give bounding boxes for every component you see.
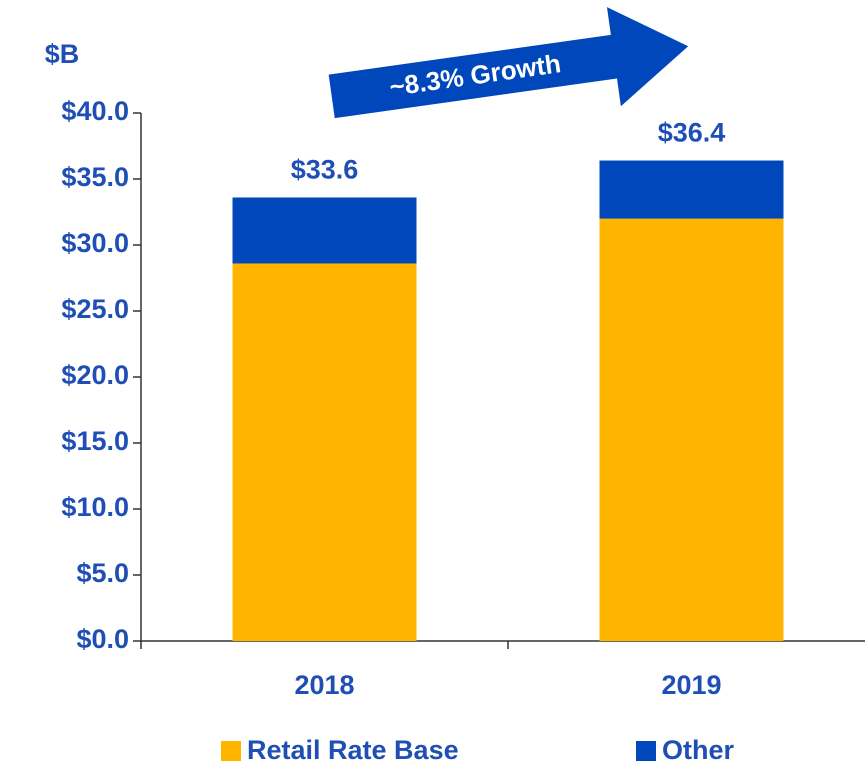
legend-label: Retail Rate Base <box>247 735 459 765</box>
bar-segment <box>599 160 784 219</box>
y-tick-label: $10.0 <box>61 492 129 522</box>
y-tick-label: $20.0 <box>61 360 129 390</box>
y-tick-label: $15.0 <box>61 426 129 456</box>
y-tick-label: $35.0 <box>61 162 129 192</box>
y-tick-label: $30.0 <box>61 228 129 258</box>
x-tick-label: 2019 <box>661 670 721 700</box>
x-tick-label: 2018 <box>294 670 354 700</box>
legend-swatch <box>221 741 241 761</box>
y-tick-label: $5.0 <box>76 558 129 588</box>
bar-segment <box>232 263 417 641</box>
bar-segment <box>599 218 784 641</box>
total-label: $36.4 <box>658 118 726 148</box>
y-axis-title: $B <box>45 39 80 69</box>
bar-segment <box>232 197 417 264</box>
arrow-shape <box>328 7 689 119</box>
y-tick-label: $0.0 <box>76 624 129 654</box>
growth-arrow: ~8.3% Growth <box>328 7 689 119</box>
y-tick-label: $25.0 <box>61 294 129 324</box>
y-tick-label: $40.0 <box>61 96 129 126</box>
total-label: $33.6 <box>291 155 359 185</box>
legend-swatch <box>636 741 656 761</box>
legend-label: Other <box>662 735 735 765</box>
